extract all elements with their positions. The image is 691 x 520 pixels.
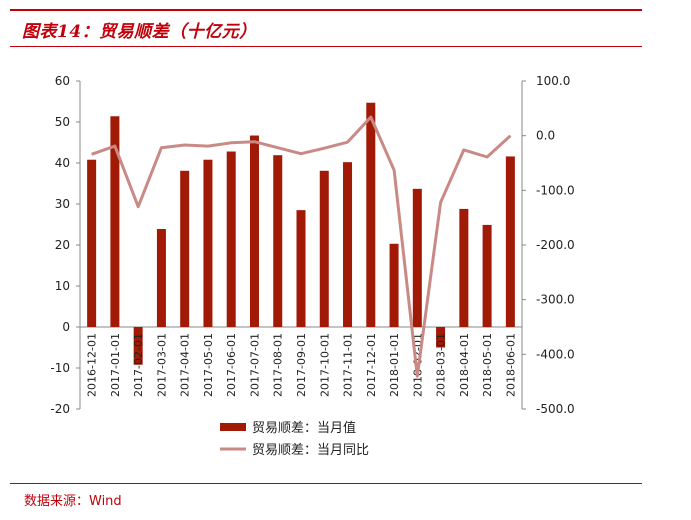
bar bbox=[133, 327, 143, 365]
bar bbox=[156, 229, 166, 327]
left-tick-label: 20 bbox=[55, 238, 70, 252]
bar bbox=[110, 116, 120, 327]
category-label: 2017-12-01 bbox=[365, 333, 378, 397]
category-label: 2017-04-01 bbox=[179, 333, 192, 397]
category-label: 2018-05-01 bbox=[481, 333, 494, 397]
bar bbox=[505, 156, 515, 327]
left-tick-label: 60 bbox=[55, 74, 70, 88]
category-label: 2017-09-01 bbox=[295, 333, 308, 397]
left-tick-label: 30 bbox=[55, 197, 70, 211]
left-tick-label: 50 bbox=[55, 115, 70, 129]
bar bbox=[203, 159, 213, 327]
bar bbox=[366, 102, 376, 327]
right-tick-label: -500.0 bbox=[536, 402, 575, 416]
category-label: 2016-12-01 bbox=[86, 333, 99, 397]
right-tick-label: -400.0 bbox=[536, 347, 575, 361]
right-tick-label: -100.0 bbox=[536, 183, 575, 197]
category-label: 2017-11-01 bbox=[342, 333, 355, 397]
category-label: 2017-01-01 bbox=[109, 333, 122, 397]
category-label: 2017-05-01 bbox=[202, 333, 215, 397]
left-tick-label: -20 bbox=[50, 402, 70, 416]
category-label: 2017-08-01 bbox=[272, 333, 285, 397]
bar bbox=[180, 170, 190, 327]
bar bbox=[273, 155, 283, 327]
top-rule bbox=[10, 9, 642, 11]
category-label: 2017-02-01 bbox=[132, 333, 145, 397]
title-rule bbox=[10, 46, 642, 47]
bottom-rule bbox=[10, 483, 642, 484]
category-label: 2017-07-01 bbox=[248, 333, 261, 397]
bar bbox=[296, 210, 306, 327]
legend-bar-label: 贸易顺差：当月值 bbox=[252, 420, 356, 436]
bar bbox=[459, 208, 469, 327]
bar bbox=[226, 151, 236, 327]
category-label: 2018-06-01 bbox=[504, 333, 517, 397]
left-tick-label: 0 bbox=[62, 320, 70, 334]
right-tick-label: -200.0 bbox=[536, 238, 575, 252]
legend-bar-swatch bbox=[220, 423, 246, 431]
category-label: 2018-03-01 bbox=[435, 333, 448, 397]
legend-line-label: 贸易顺差：当月同比 bbox=[252, 443, 369, 458]
bar bbox=[249, 135, 259, 327]
chart-area: -20 -10 0 10 20 30 40 50 60 -500.0 -400.0 -300.0 -20… bbox=[50, 74, 575, 458]
right-tick-label: 100.0 bbox=[536, 74, 570, 88]
left-tick-label: 40 bbox=[55, 156, 70, 170]
category-label: 2017-10-01 bbox=[318, 333, 331, 397]
chart-title: 图表14：贸易顺差（十亿元） bbox=[22, 22, 257, 42]
right-tick-label: -300.0 bbox=[536, 293, 575, 307]
left-tick-label: -10 bbox=[50, 361, 70, 375]
category-label: 2017-03-01 bbox=[155, 333, 168, 397]
bar bbox=[412, 188, 422, 327]
bar bbox=[319, 170, 329, 327]
bar bbox=[389, 243, 399, 327]
bar bbox=[482, 224, 492, 327]
yoy-line bbox=[91, 115, 512, 378]
category-label: 2018-01-01 bbox=[388, 333, 401, 397]
category-label: 2018-04-01 bbox=[458, 333, 471, 397]
source-note: 数据来源：Wind bbox=[24, 494, 122, 509]
bar bbox=[343, 162, 353, 327]
left-tick-label: 10 bbox=[55, 279, 70, 293]
category-label: 2017-06-01 bbox=[225, 333, 238, 397]
bar bbox=[436, 327, 446, 348]
bar bbox=[87, 159, 97, 327]
right-tick-label: 0.0 bbox=[536, 129, 555, 143]
